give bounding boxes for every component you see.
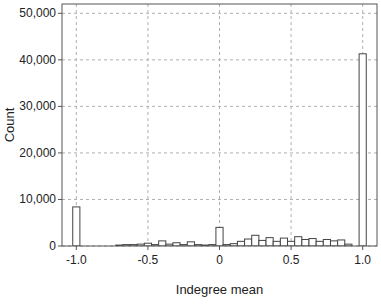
y-tick (58, 246, 62, 247)
x-tick-label: -1.0 (66, 253, 87, 267)
histogram-bar (187, 242, 194, 246)
y-tick-label: 30,000 (19, 99, 56, 113)
x-tick (76, 246, 77, 250)
x-grid-line (291, 4, 292, 246)
chart-svg: 0 10,000 20,000 30,000 40,000 50,000 -1.0 -0.5 0… (0, 0, 381, 304)
y-tick (58, 106, 62, 107)
y-tick-label: 0 (49, 239, 56, 253)
histogram-bar (252, 235, 259, 246)
histogram-bar (73, 207, 80, 246)
y-tick (58, 152, 62, 153)
histogram-bar (323, 239, 330, 246)
x-tick (291, 246, 292, 250)
y-tick (58, 199, 62, 200)
plot-frame (62, 4, 377, 246)
x-tick-label: 0.5 (283, 253, 300, 267)
histogram-bar (288, 241, 295, 246)
y-tick (58, 59, 62, 60)
y-tick-label: 20,000 (19, 146, 56, 160)
histogram-bar (273, 241, 280, 246)
histogram-bar (245, 239, 252, 246)
x-tick-label: 1.0 (354, 253, 371, 267)
background (0, 0, 381, 304)
y-axis-title: Count (2, 107, 17, 142)
x-grid-line (219, 4, 220, 246)
x-tick (362, 246, 363, 250)
x-tick-label: -0.5 (138, 253, 159, 267)
histogram-bar (302, 239, 309, 246)
x-tick (219, 246, 220, 250)
histogram-bar (330, 241, 337, 246)
histogram-bar (309, 239, 316, 246)
bars (73, 54, 367, 246)
histogram-bar (359, 54, 366, 246)
x-axis-title: Indegree mean (176, 282, 263, 297)
histogram-bar (216, 227, 223, 246)
y-tick (58, 13, 62, 14)
histogram-bar (295, 237, 302, 246)
y-tick-label: 50,000 (19, 6, 56, 20)
y-grid-line (62, 199, 377, 200)
y-grid-line (62, 152, 377, 153)
histogram-bar (266, 238, 273, 246)
x-tick (147, 246, 148, 250)
histogram-bar (237, 241, 244, 246)
histogram-bar (338, 240, 345, 246)
histogram-bar (280, 238, 287, 246)
histogram-bar (316, 241, 323, 246)
histogram-bar (159, 241, 166, 246)
chart-container: 0 10,000 20,000 30,000 40,000 50,000 -1.0 -0.5 0… (0, 0, 381, 304)
y-tick-label: 40,000 (19, 53, 56, 67)
histogram-bar (259, 240, 266, 246)
x-tick-label: 0 (216, 253, 223, 267)
y-tick-label: 10,000 (19, 192, 56, 206)
x-grid-line (147, 4, 148, 246)
